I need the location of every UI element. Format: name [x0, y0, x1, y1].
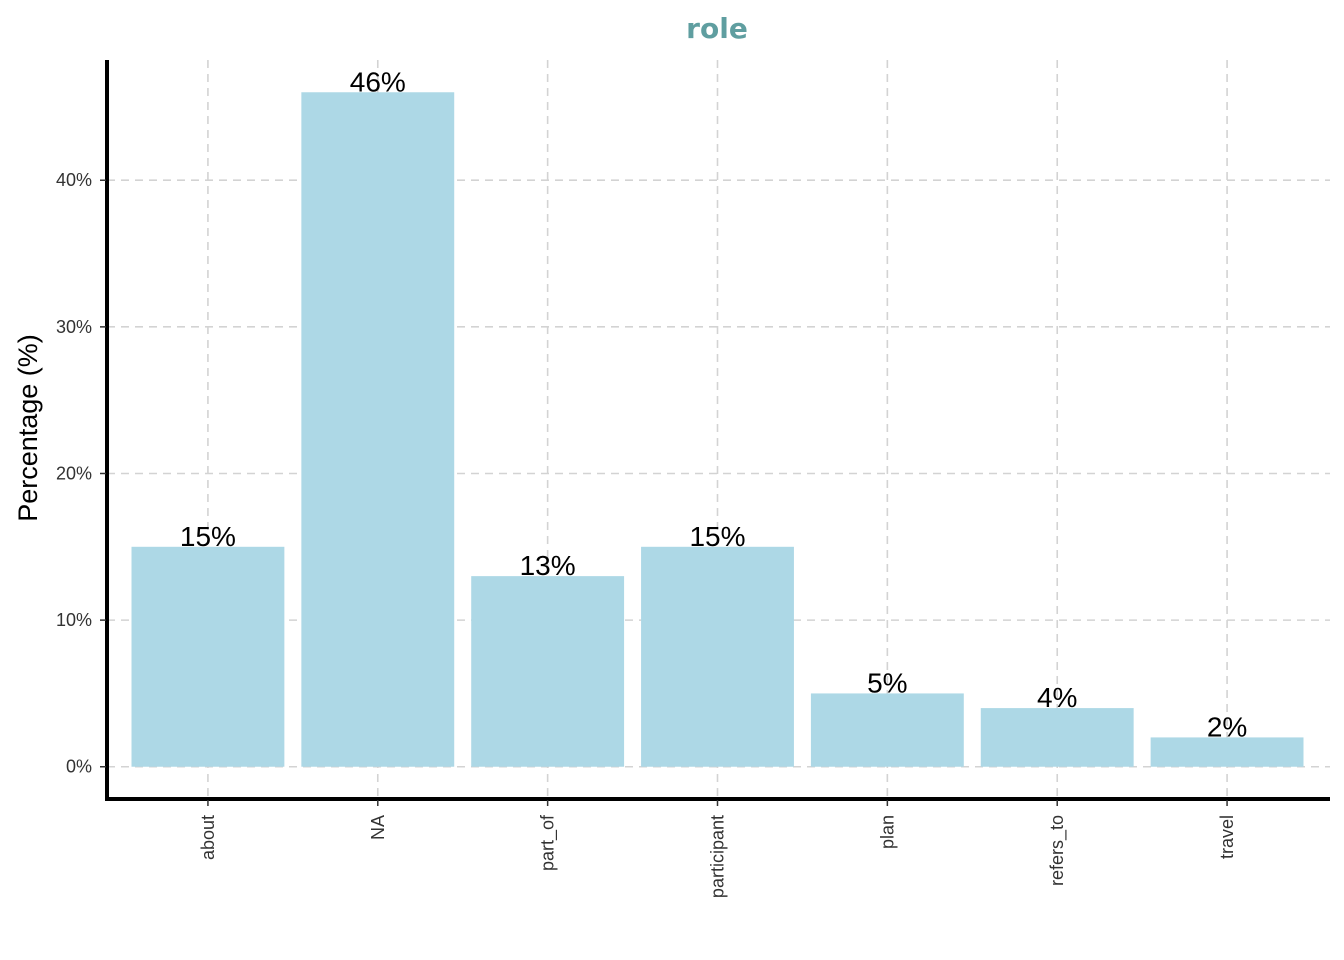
data-label-about: 15%: [180, 521, 236, 552]
x-tick-label-part_of: part_of: [538, 814, 559, 871]
bar-plan: [810, 693, 964, 767]
bar-refers_to: [980, 708, 1134, 767]
y-tick-label-0: 0%: [66, 757, 92, 777]
y-tick-label-3: 30%: [56, 317, 92, 337]
data-label-part_of: 13%: [520, 550, 576, 581]
x-tick-label-travel: travel: [1217, 815, 1237, 859]
x-tick-label-about: about: [198, 815, 218, 860]
y-axis-label: Percentage (%): [13, 334, 43, 522]
bar-travel: [1150, 737, 1304, 767]
bar-about: [131, 546, 285, 767]
x-tick-label-refers_to: refers_to: [1047, 815, 1068, 886]
data-label-refers_to: 4%: [1037, 682, 1077, 713]
x-tick-label-participant: participant: [708, 815, 728, 898]
data-label-NA: 46%: [350, 66, 406, 97]
bar-part_of: [471, 576, 625, 767]
data-label-layer: 15% 46% 13% 15% 5% 4% 2%: [180, 66, 1247, 742]
bar-NA: [301, 92, 455, 767]
data-label-travel: 2%: [1207, 711, 1247, 742]
data-label-plan: 5%: [867, 667, 907, 698]
x-tick-layer: about NA part_of participant plan refers_to tr…: [198, 800, 1237, 898]
x-tick-label-plan: plan: [877, 815, 897, 849]
bar-layer: [131, 92, 1304, 767]
y-tick-label-4: 40%: [56, 170, 92, 190]
data-label-participant: 15%: [689, 521, 745, 552]
y-tick-label-1: 10%: [56, 610, 92, 630]
y-tick-label-2: 20%: [56, 463, 92, 483]
bar-participant: [641, 546, 794, 767]
y-tick-layer: 0% 10% 20% 30% 40%: [56, 170, 106, 777]
x-tick-label-NA: NA: [368, 815, 388, 840]
chart-title: role: [686, 12, 748, 45]
